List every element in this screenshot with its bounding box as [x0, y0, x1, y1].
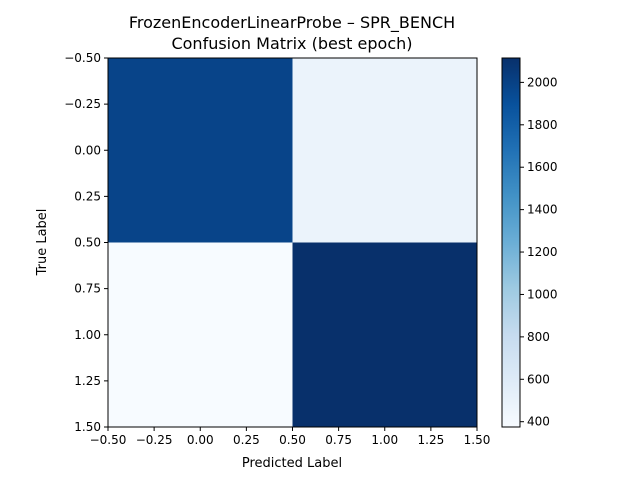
y-tick-label: −0.50 [64, 51, 101, 65]
y-tick-label: 0.50 [74, 236, 101, 250]
colorbar-tick-label: 2000 [527, 75, 558, 89]
y-tick-label: 0.75 [74, 282, 101, 296]
y-axis-ticks: −0.50 −0.25 0.00 0.25 0.50 0.75 1.00 1.25 1.50 [64, 51, 108, 434]
x-tick-label: −0.25 [136, 433, 173, 447]
colorbar-tick-label: 1200 [527, 245, 558, 259]
x-axis-label: Predicted Label [242, 456, 342, 471]
colorbar-tick-label: 600 [527, 372, 550, 386]
heatmap-cell-0-1 [292, 58, 477, 243]
heatmap-cells [108, 58, 477, 427]
colorbar-tick-label: 1600 [527, 160, 558, 174]
heatmap-cell-1-0 [108, 242, 293, 427]
y-tick-label: 1.00 [74, 328, 101, 342]
x-axis-ticks: −0.50 −0.25 0.00 0.25 0.50 0.75 1.00 1.25 1.50 [90, 427, 491, 447]
colorbar-tick-label: 1400 [527, 203, 558, 217]
y-tick-label: 1.25 [74, 374, 101, 388]
colorbar-tick-label: 1800 [527, 118, 558, 132]
x-tick-label: 0.50 [279, 433, 306, 447]
x-tick-label: 1.25 [418, 433, 445, 447]
heatmap-cell-1-1 [292, 242, 477, 427]
x-tick-label: 0.25 [233, 433, 260, 447]
y-tick-label: −0.25 [64, 97, 101, 111]
y-tick-label: 0.25 [74, 189, 101, 203]
x-tick-label: 1.00 [371, 433, 398, 447]
colorbar [501, 57, 521, 428]
colorbar-tick-label: 800 [527, 330, 550, 344]
x-tick-label: 0.75 [325, 433, 352, 447]
colorbar-ticks: 400 600 800 1000 1200 1400 1600 1800 2000 [520, 75, 558, 429]
y-tick-label: 1.50 [74, 420, 101, 434]
colorbar-tick-label: 400 [527, 415, 550, 429]
colorbar-tick-label: 1000 [527, 287, 558, 301]
heatmap-cell-0-0 [108, 58, 293, 243]
chart-title-line2: Confusion Matrix (best epoch) [171, 34, 412, 53]
x-tick-label: 0.00 [187, 433, 214, 447]
chart-title-line1: FrozenEncoderLinearProbe – SPR_BENCH [129, 13, 455, 33]
x-tick-label: −0.50 [90, 433, 127, 447]
y-axis-label: True Label [35, 209, 50, 277]
y-tick-label: 0.00 [74, 143, 101, 157]
x-tick-label: 1.50 [464, 433, 491, 447]
